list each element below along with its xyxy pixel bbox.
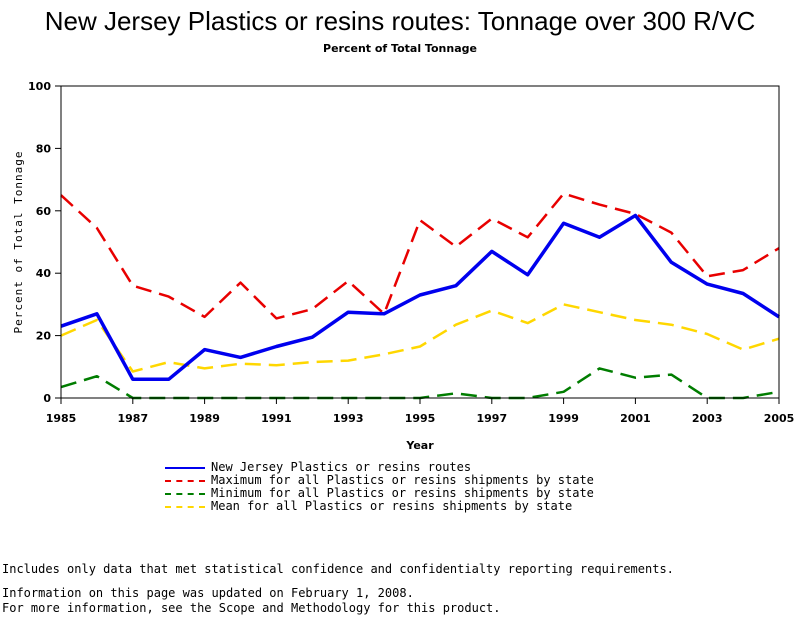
legend-label: New Jersey Plastics or resins routes: [211, 460, 472, 474]
x-tick-label: 1997: [476, 412, 507, 425]
series-line-mean: [60, 303, 780, 373]
legend-swatch: [165, 493, 205, 495]
line-chart: 1985 1987 1989 1991 1993 1995 1997 1999 2001 2003…: [12, 80, 795, 452]
series-line-state-routes: [60, 213, 780, 382]
y-tick-label: 100: [28, 80, 51, 93]
y-tick-label: 80: [36, 142, 52, 155]
x-axis-label: Year: [405, 439, 434, 452]
x-tick-label: 2001: [620, 412, 651, 425]
legend-swatch: [165, 506, 205, 508]
x-tick-label: 1995: [405, 412, 436, 425]
updated-note: Information on this page was updated on …: [2, 586, 414, 600]
legend-swatch: [165, 480, 205, 482]
x-tick-label: 1987: [117, 412, 148, 425]
x-tick-label: 1999: [548, 412, 579, 425]
y-tick-label: 40: [36, 267, 52, 280]
series-line-maximum: [60, 192, 780, 320]
chart-subtitle: Percent of Total Tonnage: [323, 42, 477, 55]
x-tick-label: 2003: [692, 412, 723, 425]
x-tick-label: 1985: [46, 412, 77, 425]
y-axis-label: Percent of Total Tonnage: [12, 151, 25, 334]
plot-frame: [60, 85, 780, 399]
legend-label: Maximum for all Plastics or resins shipm…: [211, 473, 594, 487]
y-tick-label: 60: [36, 205, 52, 218]
footnote-line: For more information, see the Scope and …: [2, 601, 501, 615]
x-tick-label: 1993: [333, 412, 364, 425]
y-tick-label: 0: [43, 392, 51, 405]
legend-label: Mean for all Plastics or resins shipment…: [211, 499, 573, 513]
footnote: Includes only data that met statistical …: [2, 537, 674, 628]
x-tick-label: 1989: [189, 412, 220, 425]
legend-swatch: [165, 467, 205, 469]
x-tick-label: 2005: [764, 412, 795, 425]
y-tick-label: 20: [36, 330, 52, 343]
chart-title: New Jersey Plastics or resins routes: To…: [44, 6, 756, 36]
series-line-minimum: [60, 367, 780, 400]
x-tick-label: 1991: [261, 412, 292, 425]
footnote-line: Includes only data that met statistical …: [2, 562, 674, 576]
legend-label: Minimum for all Plastics or resins shipm…: [211, 486, 594, 500]
